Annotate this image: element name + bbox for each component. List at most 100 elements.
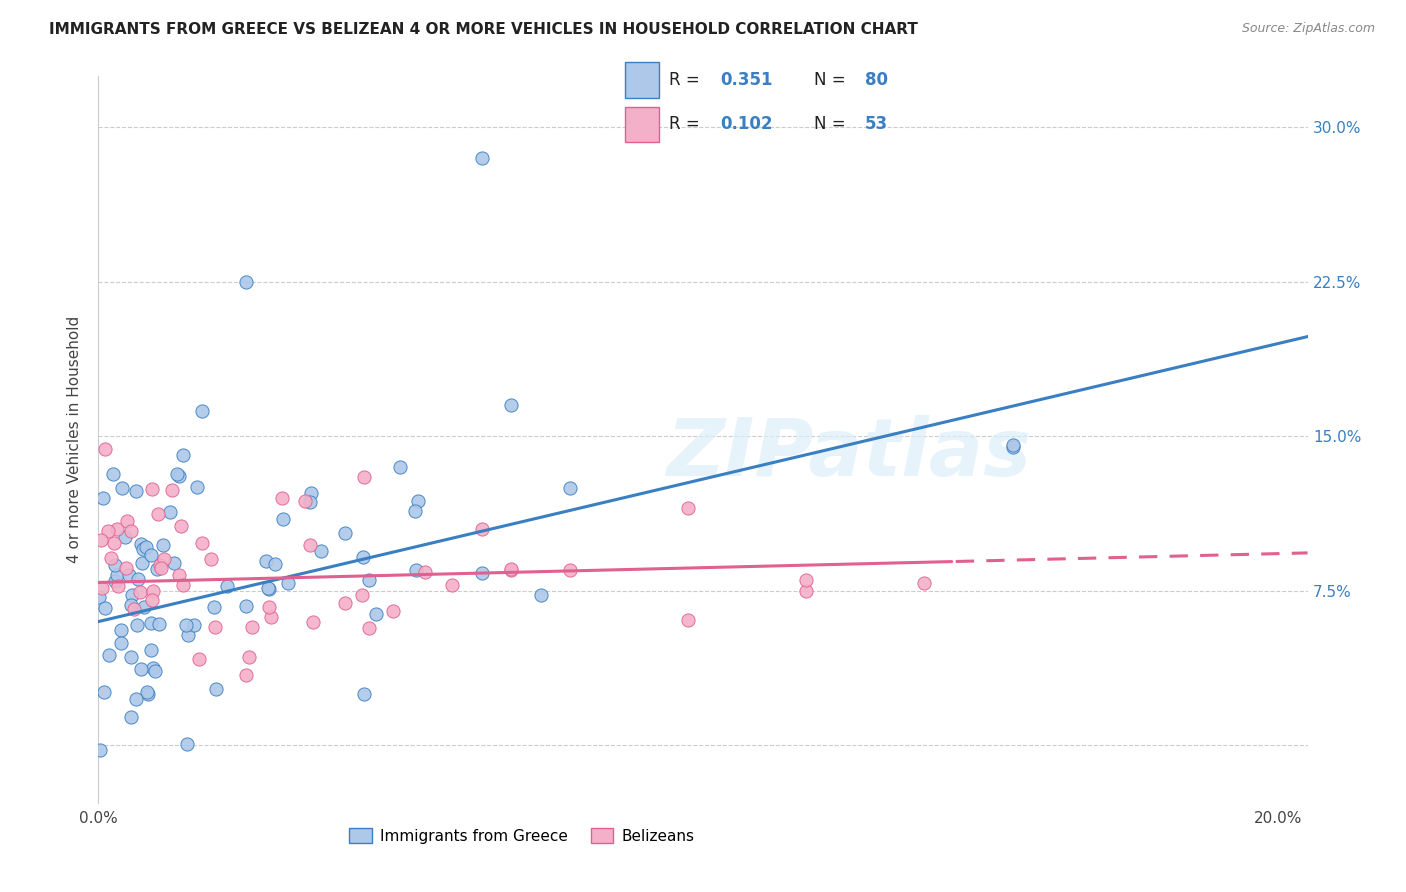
Point [260, 609, 283, 624]
Point [177, 628, 200, 642]
Point [97, 648, 120, 663]
Point [183, 618, 205, 632]
Point [235, 599, 257, 614]
Point [135, 541, 157, 555]
Text: Source: ZipAtlas.com: Source: ZipAtlas.com [1241, 22, 1375, 36]
Point [200, 552, 222, 566]
Point [413, 566, 436, 580]
Point [471, 522, 494, 536]
Point [159, 506, 181, 520]
Text: R =: R = [669, 115, 706, 133]
Text: 0.351: 0.351 [720, 71, 772, 89]
Text: N =: N = [814, 71, 851, 89]
Point [169, 518, 191, 533]
Point [501, 563, 523, 577]
Point [139, 615, 162, 630]
Legend: Immigrants from Greece, Belizeans: Immigrants from Greece, Belizeans [343, 822, 700, 850]
Point [794, 574, 817, 588]
Point [129, 537, 152, 551]
Point [352, 588, 374, 602]
Point [357, 573, 380, 587]
Point [678, 501, 700, 516]
Point [87, 590, 110, 604]
Point [107, 522, 129, 536]
Text: 80: 80 [865, 71, 889, 89]
Point [389, 460, 412, 475]
Point [678, 613, 700, 627]
Point [107, 579, 129, 593]
Point [141, 482, 163, 496]
Point [191, 404, 214, 418]
Point [148, 617, 170, 632]
Point [301, 615, 323, 629]
Point [114, 530, 136, 544]
Point [530, 588, 553, 602]
Point [357, 621, 380, 635]
Point [238, 650, 260, 665]
Point [204, 620, 226, 634]
Point [205, 682, 228, 697]
Point [131, 557, 153, 571]
Point [352, 550, 374, 565]
Point [353, 470, 375, 484]
Point [309, 543, 332, 558]
Point [139, 643, 162, 657]
Point [134, 599, 156, 614]
Point [150, 561, 173, 575]
Point [299, 486, 322, 500]
Point [257, 582, 280, 597]
Point [163, 557, 186, 571]
Point [176, 737, 198, 751]
Point [298, 538, 321, 552]
Point [257, 581, 280, 595]
Point [153, 551, 176, 566]
Point [166, 467, 188, 481]
Point [264, 558, 287, 572]
Point [235, 668, 257, 682]
Point [142, 584, 165, 599]
Point [104, 574, 127, 589]
Point [97, 524, 120, 539]
Point [120, 524, 142, 538]
Point [794, 583, 817, 598]
Point [1001, 440, 1024, 454]
Point [90, 533, 112, 547]
Point [110, 623, 132, 637]
Point [501, 562, 523, 576]
Point [191, 536, 214, 550]
Point [136, 685, 159, 699]
Point [270, 491, 292, 505]
Point [405, 563, 427, 577]
Point [110, 636, 132, 650]
Text: 53: 53 [865, 115, 889, 133]
Point [167, 568, 190, 582]
Point [139, 548, 162, 562]
Point [143, 664, 166, 678]
Point [89, 743, 111, 757]
Point [141, 592, 163, 607]
Point [560, 481, 582, 495]
Point [122, 601, 145, 615]
Point [101, 467, 124, 481]
Point [94, 442, 117, 456]
Point [127, 572, 149, 586]
Point [912, 575, 935, 590]
Point [128, 585, 150, 599]
Point [125, 692, 148, 706]
Text: R =: R = [669, 71, 706, 89]
Point [333, 596, 356, 610]
Point [105, 567, 128, 582]
Point [149, 558, 172, 573]
Point [257, 599, 280, 614]
Point [167, 468, 190, 483]
Point [364, 607, 387, 622]
Point [152, 538, 174, 552]
Point [120, 710, 142, 724]
Point [120, 649, 142, 664]
Point [299, 495, 322, 509]
Point [172, 578, 194, 592]
Point [103, 536, 125, 550]
Point [174, 618, 197, 632]
Point [114, 561, 136, 575]
Point [277, 576, 299, 591]
